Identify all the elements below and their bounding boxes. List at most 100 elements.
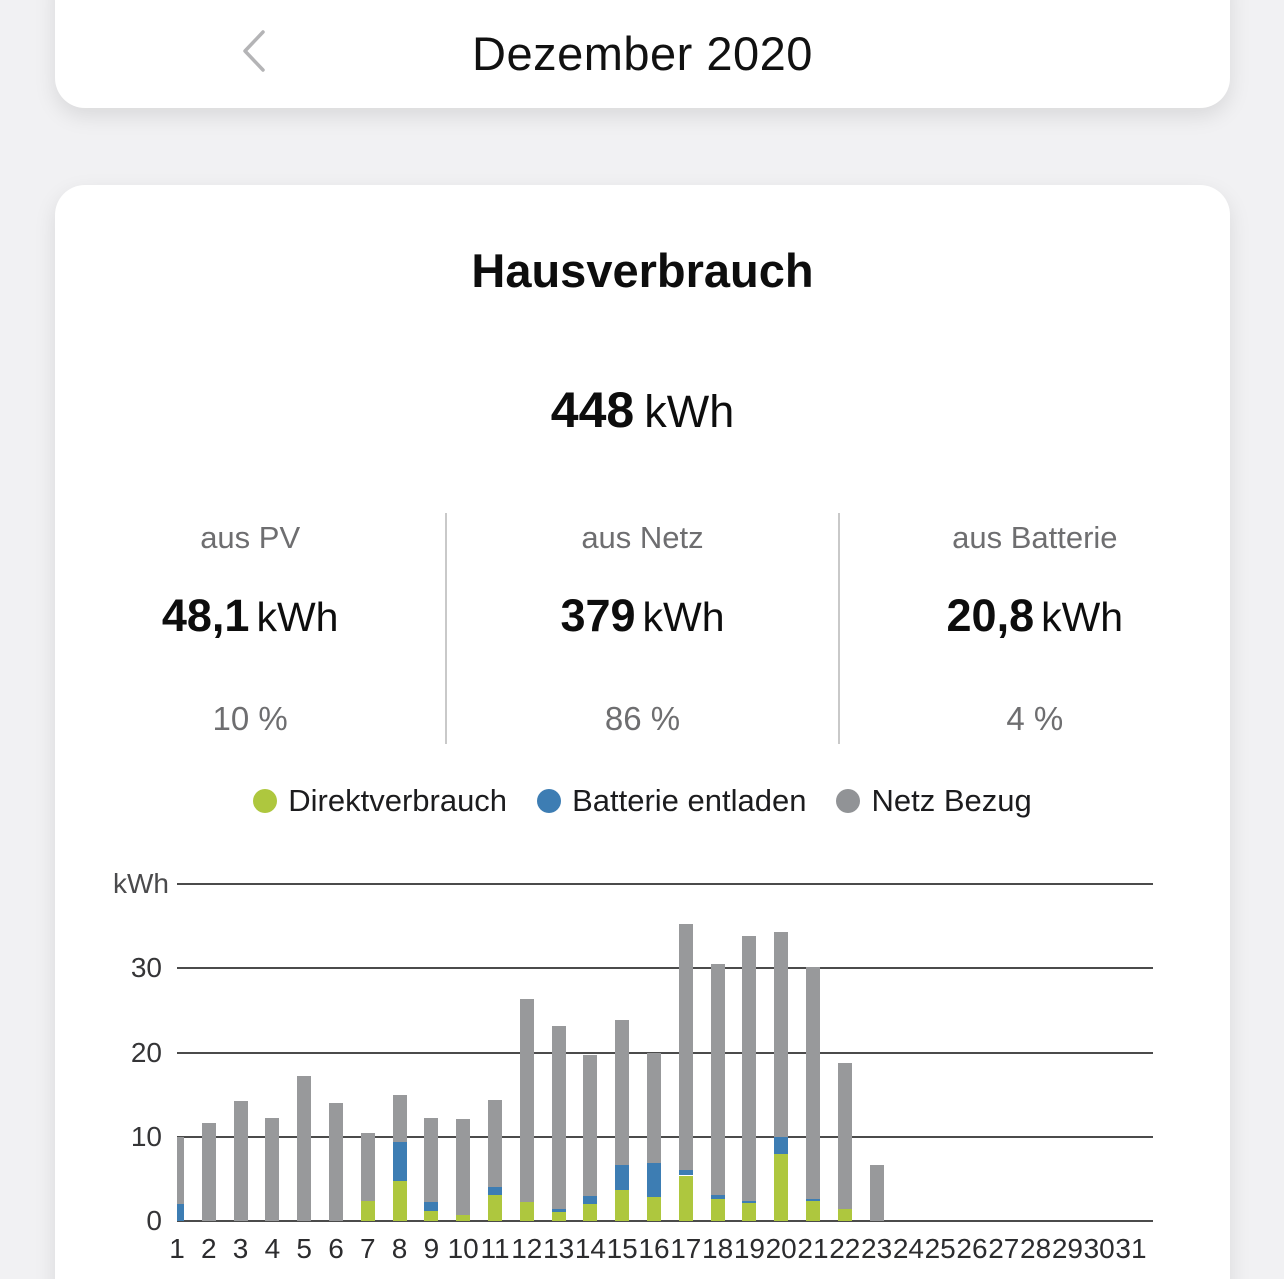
bar-segment-netz-bezug[interactable] <box>869 1165 884 1221</box>
stat-aus-netz: aus Netz 379 kWh 86 % <box>445 513 840 744</box>
bar-segment-direktverbrauch[interactable] <box>647 1196 661 1221</box>
bar-segment-netz-bezug[interactable] <box>201 1123 216 1221</box>
gridline <box>177 883 1153 885</box>
x-tick-label: 11 <box>480 1233 510 1264</box>
bar-segment-netz-bezug[interactable] <box>360 1133 375 1201</box>
total-consumption: 448 kWh <box>55 381 1230 439</box>
bar-segment-batterie-entladen[interactable] <box>678 1169 693 1176</box>
x-tick-label: 31 <box>1115 1233 1147 1264</box>
bar-segment-netz-bezug[interactable] <box>392 1095 407 1142</box>
bar-segment-batterie-entladen[interactable] <box>177 1204 184 1221</box>
bar-segment-direktverbrauch[interactable] <box>519 1202 534 1221</box>
x-tick-label: 5 <box>296 1233 312 1264</box>
bar-segment-netz-bezug[interactable] <box>551 1025 566 1210</box>
legend-dot-green <box>253 789 278 813</box>
x-tick-label: 4 <box>264 1233 281 1264</box>
y-tick-label: 20 <box>130 1036 162 1068</box>
stat-aus-batterie: aus Batterie 20,8 kWh 4 % <box>840 513 1230 744</box>
bar-segment-direktverbrauch[interactable] <box>615 1189 630 1221</box>
gridline <box>177 1135 1153 1138</box>
bar-segment-batterie-entladen[interactable] <box>806 1199 820 1201</box>
bar-segment-netz-bezug[interactable] <box>233 1100 248 1221</box>
bar-segment-batterie-entladen[interactable] <box>647 1162 661 1197</box>
legend-label: Netz Bezug <box>871 783 1032 818</box>
bar-segment-netz-bezug[interactable] <box>710 964 725 1195</box>
bar-segment-batterie-entladen[interactable] <box>424 1201 439 1211</box>
x-tick-label: 2 <box>201 1233 217 1264</box>
stat-unit: kWh <box>642 594 725 640</box>
x-tick-label: 23 <box>861 1233 893 1264</box>
bar-segment-batterie-entladen[interactable] <box>615 1164 630 1190</box>
bar-segment-batterie-entladen[interactable] <box>774 1136 789 1155</box>
x-tick-label: 16 <box>638 1233 670 1264</box>
bar-segment-batterie-entladen[interactable] <box>583 1195 598 1205</box>
y-tick-label: 30 <box>130 952 162 984</box>
bar-segment-direktverbrauch[interactable] <box>806 1200 820 1221</box>
gridline <box>177 967 1153 970</box>
bar-segment-direktverbrauch[interactable] <box>678 1175 693 1221</box>
stat-value: 379 kWh <box>447 587 837 656</box>
stat-value: 20,8 kWh <box>840 587 1230 656</box>
bar-segment-direktverbrauch[interactable] <box>710 1199 725 1221</box>
y-tick-label: 0 <box>146 1205 162 1236</box>
bar-segment-netz-bezug[interactable] <box>774 932 789 1137</box>
x-tick-label: 14 <box>574 1233 606 1264</box>
x-tick-label: 13 <box>543 1233 575 1264</box>
stat-aus-pv: aus PV 48,1 kWh 10 % <box>55 513 445 744</box>
stat-percent: 86 % <box>604 700 681 737</box>
x-tick-label: 28 <box>1020 1233 1052 1264</box>
stat-label: aus PV <box>200 520 301 555</box>
bar-segment-direktverbrauch[interactable] <box>551 1211 566 1221</box>
x-tick-label: 15 <box>606 1233 638 1264</box>
bar-segment-direktverbrauch[interactable] <box>456 1215 471 1221</box>
bar-segment-batterie-entladen[interactable] <box>710 1194 725 1200</box>
legend-dot-blue <box>537 789 562 813</box>
bar-segment-direktverbrauch[interactable] <box>837 1209 852 1221</box>
bar-segment-direktverbrauch[interactable] <box>774 1154 789 1221</box>
x-tick-label: 19 <box>733 1233 765 1264</box>
x-tick-label: 17 <box>670 1233 702 1264</box>
bar-segment-direktverbrauch[interactable] <box>424 1210 439 1221</box>
bar-segment-direktverbrauch[interactable] <box>583 1204 598 1221</box>
back-button[interactable] <box>225 20 285 84</box>
gridline <box>177 1051 1153 1054</box>
bar-segment-netz-bezug[interactable] <box>615 1020 630 1165</box>
bar-segment-netz-bezug[interactable] <box>806 966 820 1200</box>
bar-segment-batterie-entladen[interactable] <box>551 1209 566 1212</box>
bar-segment-netz-bezug[interactable] <box>297 1076 312 1221</box>
bar-segment-netz-bezug[interactable] <box>424 1118 439 1202</box>
y-axis-unit-label: kWh <box>113 868 169 899</box>
stat-unit: kWh <box>256 594 339 640</box>
x-tick-label: 1 <box>169 1233 185 1264</box>
bar-segment-direktverbrauch[interactable] <box>360 1200 375 1221</box>
x-tick-label: 9 <box>423 1233 440 1264</box>
stat-percent: 10 % <box>212 700 288 737</box>
bar-segment-netz-bezug[interactable] <box>678 924 693 1170</box>
bar-segment-netz-bezug[interactable] <box>583 1055 598 1196</box>
bar-segment-netz-bezug[interactable] <box>647 1052 661 1163</box>
chevron-left-icon <box>235 27 275 78</box>
x-tick-label: 29 <box>1051 1233 1083 1264</box>
bar-segment-netz-bezug[interactable] <box>329 1103 343 1221</box>
bar-segment-netz-bezug[interactable] <box>519 999 534 1203</box>
legend-label: Direktverbrauch <box>288 783 508 818</box>
bar-segment-netz-bezug[interactable] <box>488 1099 502 1188</box>
bar-segment-direktverbrauch[interactable] <box>742 1203 757 1221</box>
bar-segment-netz-bezug[interactable] <box>177 1136 184 1205</box>
x-tick-label: 21 <box>797 1233 829 1264</box>
legend-item-batterie-entladen: Batterie entladen <box>537 783 806 819</box>
stat-label: aus Batterie <box>952 520 1118 555</box>
x-tick-label: 25 <box>924 1233 956 1264</box>
card-title: Hausverbrauch <box>471 244 814 297</box>
bar-segment-netz-bezug[interactable] <box>742 936 757 1201</box>
bar-segment-batterie-entladen[interactable] <box>488 1187 502 1195</box>
bar-segment-batterie-entladen[interactable] <box>392 1141 407 1181</box>
stat-percent: 4 % <box>1006 700 1064 737</box>
bar-segment-batterie-entladen[interactable] <box>742 1200 757 1204</box>
y-tick-label: 10 <box>130 1120 162 1152</box>
bar-segment-direktverbrauch[interactable] <box>488 1194 502 1221</box>
bar-segment-direktverbrauch[interactable] <box>392 1180 407 1221</box>
bar-segment-netz-bezug[interactable] <box>456 1119 471 1216</box>
bar-segment-netz-bezug[interactable] <box>265 1118 280 1221</box>
bar-segment-netz-bezug[interactable] <box>837 1063 852 1210</box>
